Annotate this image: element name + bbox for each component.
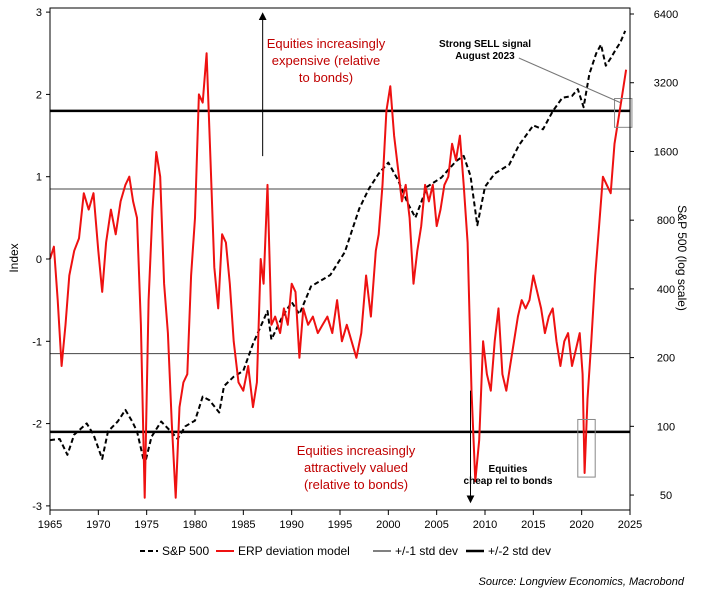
annotation-attractive-line-3: (relative to bonds) [304,477,408,492]
y-left-tick-label: -3 [32,501,42,513]
sell-signal-box [614,98,633,128]
erp-series [49,52,628,499]
sp500-line [49,30,627,466]
y-left-tick-label: 3 [36,7,42,19]
x-tick-label: 1970 [86,519,110,531]
y-left-tick-label: -1 [32,336,42,348]
sell-signal-pointer [518,57,621,104]
y-left-tick-label: 0 [36,254,42,266]
sp500-series [49,30,627,466]
legend-label-2sd: +/-2 std dev [488,544,551,558]
annotation-sell-line-2: August 2023 [455,51,515,62]
x-tick-label: 2025 [618,519,642,531]
y-left-tick-label: 1 [36,172,42,184]
legend: S&P 500 ERP deviation model +/-1 std dev… [140,544,551,558]
y-right-tick-label: 200 [657,353,675,365]
y-right-tick-label: 800 [657,215,675,227]
annotation-expensive-line-3: to bonds) [299,70,353,85]
x-axis: 1965 1970 1975 1980 1985 1990 1995 2000 2005 2010… [38,510,642,531]
x-tick-label: 1990 [279,519,303,531]
annotation-marks [258,12,633,504]
x-tick-label: 2015 [521,519,545,531]
y-right-tick-label: 1600 [654,146,678,158]
y-axis-left: 3 2 1 0 -1 -2 -3 [32,7,50,513]
legend-label-erp: ERP deviation model [238,544,350,558]
x-tick-label: 2020 [569,519,593,531]
x-tick-label: 1995 [328,519,352,531]
y-right-tick-label: 50 [660,490,672,502]
y-right-tick-label: 100 [657,421,675,433]
y-left-tick-label: 2 [36,89,42,101]
x-tick-label: 1985 [231,519,255,531]
x-tick-label: 1965 [38,519,62,531]
erp-line [49,52,628,499]
annotation-attractive-line-2: attractively valued [304,460,408,475]
y-axis-right: 6400 3200 1600 800 400 200 100 50 [630,9,678,502]
annotation-cheap-line-2: cheap rel to bonds [464,476,553,487]
annotation-expensive-line-1: Equities increasingly [267,36,386,51]
std-dev-bands [50,109,630,434]
annotation-sell-line-1: Strong SELL signal [439,39,531,50]
x-tick-label: 2005 [424,519,448,531]
legend-label-1sd: +/-1 std dev [395,544,458,558]
annotation-expensive-line-2: expensive (relative [272,53,380,68]
y-right-tick-label: 400 [657,284,675,296]
x-tick-label: 2010 [473,519,497,531]
y-right-tick-label: 3200 [654,78,678,90]
legend-label-sp500: S&P 500 [162,544,209,558]
x-tick-label: 2000 [376,519,400,531]
x-tick-label: 1980 [183,519,207,531]
cheap-box [577,418,596,478]
y-right-label: S&P 500 (log scale) [675,205,689,311]
annotation-attractive-line-1: Equities increasingly [297,443,416,458]
y-left-tick-label: -2 [32,419,42,431]
y-left-label: Index [7,243,21,272]
annotation-cheap-line-1: Equities [489,464,528,475]
x-tick-label: 1975 [134,519,158,531]
y-right-tick-label: 6400 [654,9,678,21]
source-note: Source: Longview Economics, Macrobond [479,576,685,588]
